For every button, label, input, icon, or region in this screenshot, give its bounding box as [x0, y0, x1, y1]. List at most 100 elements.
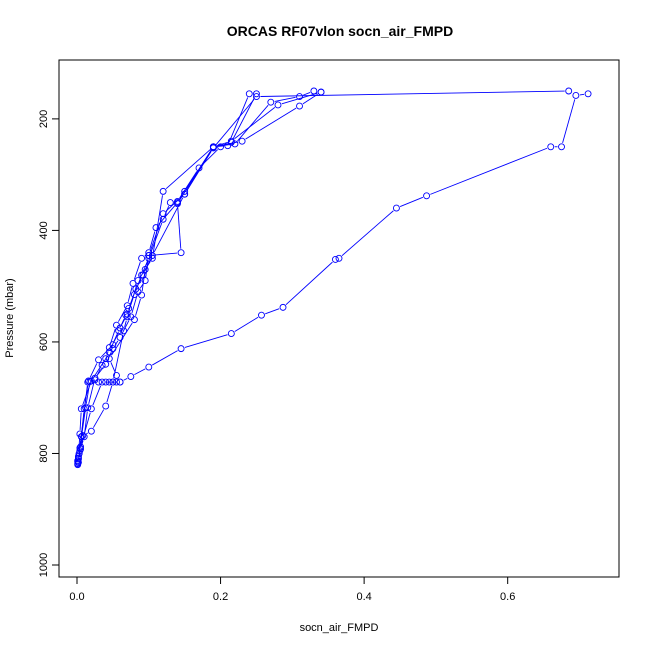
- data-point: [279, 303, 287, 311]
- data-point: [122, 311, 130, 319]
- series-segment: [217, 141, 239, 147]
- series-segment: [217, 144, 232, 147]
- data-point: [127, 373, 135, 380]
- data-point: [98, 378, 106, 386]
- series-segment: [145, 259, 149, 266]
- series-segment: [96, 368, 101, 377]
- chart-title: ORCAS RF07vlon socn_air_FMPD: [227, 23, 453, 39]
- data-point: [423, 192, 431, 200]
- data-point: [547, 143, 555, 151]
- series-segment: [184, 334, 228, 348]
- data-point: [181, 187, 189, 195]
- data-point: [227, 330, 235, 338]
- data-point: [565, 87, 573, 95]
- data-point: [102, 360, 110, 368]
- data-point: [253, 90, 260, 98]
- x-tick-label: 0.0: [69, 591, 84, 603]
- series-group: [74, 87, 592, 469]
- series-segment: [79, 412, 82, 430]
- data-point: [317, 88, 325, 96]
- series-segment: [89, 363, 98, 378]
- series-3: [74, 88, 325, 463]
- data-point: [267, 98, 275, 106]
- data-point: [115, 327, 123, 335]
- data-point: [177, 249, 185, 257]
- series-segment: [177, 207, 182, 249]
- series-segment: [134, 368, 146, 376]
- series-segment: [562, 99, 576, 144]
- series-segment: [141, 273, 146, 292]
- data-point: [102, 402, 110, 410]
- series-segment: [232, 97, 256, 139]
- series-segment: [179, 171, 198, 199]
- series-segment: [113, 334, 124, 379]
- series-segment: [341, 210, 394, 257]
- series-5: [74, 90, 592, 467]
- data-point: [105, 348, 113, 356]
- series-segment: [131, 295, 138, 314]
- series-segment: [78, 450, 81, 459]
- series-segment: [133, 261, 141, 280]
- data-point: [139, 271, 147, 279]
- data-point: [159, 187, 167, 195]
- data-point: [91, 376, 99, 384]
- series-7: [74, 87, 573, 462]
- series-segment: [124, 320, 127, 328]
- data-point: [145, 363, 153, 371]
- data-point: [245, 90, 253, 98]
- series-segment: [165, 196, 183, 212]
- y-tick-label: 800: [38, 444, 50, 462]
- plot-frame: [58, 59, 620, 578]
- data-point: [217, 143, 225, 151]
- series-segment: [110, 328, 116, 344]
- data-point: [392, 204, 400, 212]
- data-point: [138, 254, 146, 262]
- series-segment: [399, 196, 424, 208]
- series-segment: [234, 316, 259, 332]
- data-point: [296, 102, 303, 110]
- y-tick-label: 400: [38, 221, 50, 239]
- series-segment: [139, 283, 144, 289]
- series-segment: [123, 377, 128, 381]
- series-segment: [85, 385, 90, 404]
- series-segment: [129, 292, 135, 305]
- data-point: [138, 291, 146, 299]
- y-tick-label: 600: [38, 333, 50, 351]
- series-segment: [92, 409, 105, 428]
- data-point: [572, 92, 580, 99]
- series-segment: [86, 432, 89, 435]
- data-point: [132, 285, 140, 293]
- series-segment: [110, 334, 118, 349]
- data-point: [74, 454, 82, 462]
- series-segment: [430, 147, 548, 195]
- data-point: [181, 190, 189, 198]
- data-point: [113, 371, 120, 379]
- data-point: [177, 345, 185, 353]
- series-segment: [106, 385, 113, 403]
- series-segment: [144, 258, 152, 272]
- data-point: [238, 137, 246, 145]
- x-tick-label: 0.6: [500, 591, 515, 603]
- series-segment: [245, 107, 297, 140]
- series-1: [74, 90, 253, 469]
- y-tick-label: 1000: [38, 553, 50, 577]
- data-point: [145, 252, 153, 259]
- data-point: [120, 327, 128, 335]
- series-segment: [234, 107, 276, 140]
- data-point: [166, 199, 174, 206]
- x-axis-label: socn_air_FMPD: [300, 622, 379, 634]
- series-segment: [114, 340, 119, 346]
- x-tick-label: 0.4: [356, 591, 371, 603]
- data-point: [209, 144, 217, 152]
- x-axis: 0.0 0.2 0.4 0.6: [69, 577, 515, 603]
- data-point: [335, 254, 343, 262]
- series-segment: [152, 195, 163, 255]
- series-segment: [135, 298, 141, 316]
- data-point: [231, 140, 239, 148]
- series-segment: [265, 308, 280, 315]
- data-point: [331, 255, 339, 263]
- series-segment: [260, 90, 565, 97]
- data-point: [74, 458, 82, 466]
- series-segment: [88, 381, 95, 404]
